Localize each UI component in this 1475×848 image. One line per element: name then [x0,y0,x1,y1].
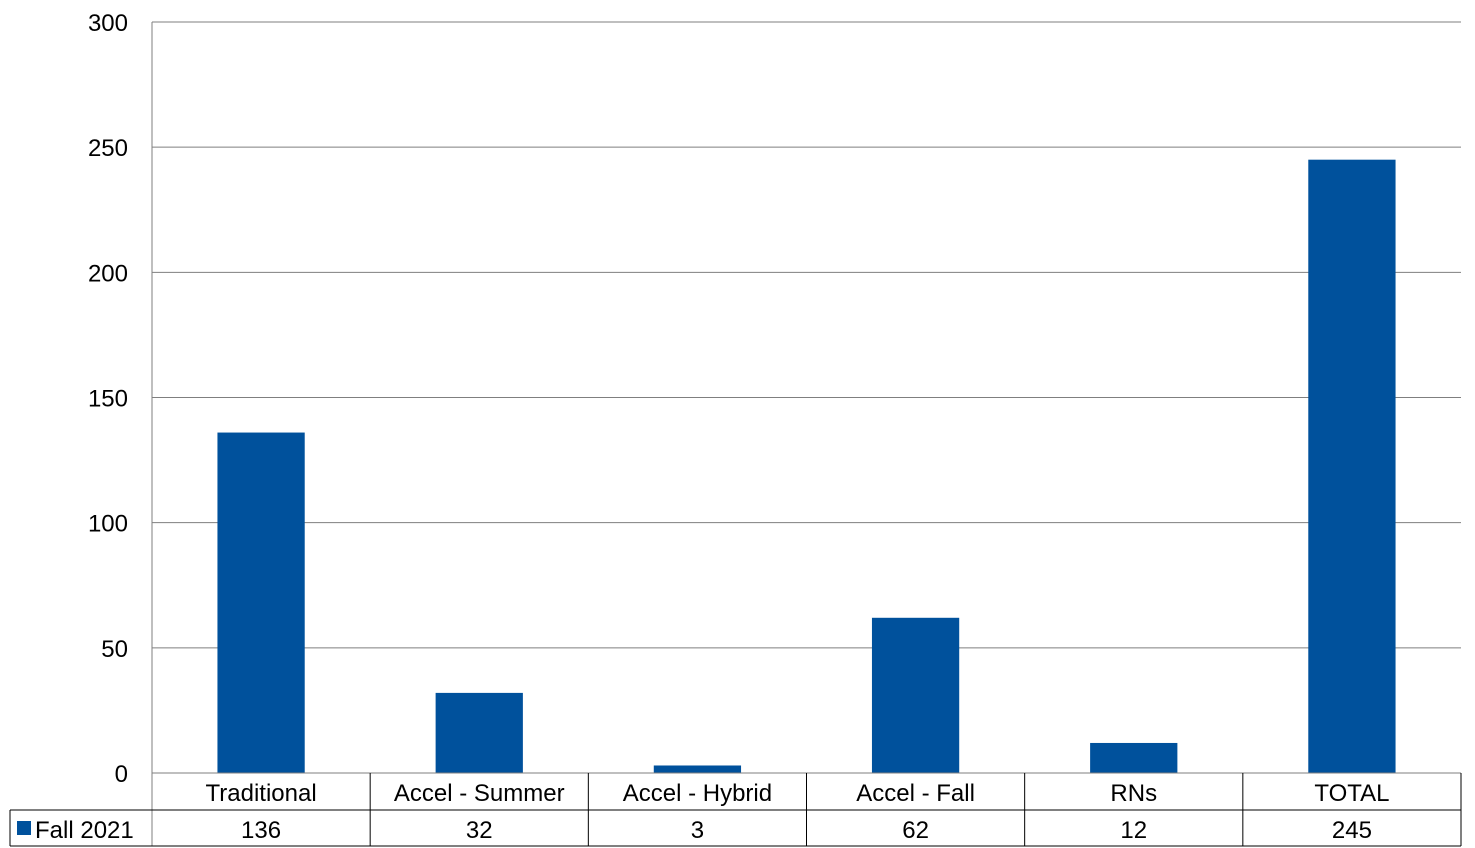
bar [217,432,305,773]
y-tick-label: 300 [88,10,128,37]
bars [217,159,1396,773]
data-table-value: 136 [241,817,281,844]
data-table-value: 32 [466,817,493,844]
y-tick-label: 0 [115,761,128,788]
x-category-label: Accel - Hybrid [623,780,772,807]
y-tick-label: 200 [88,260,128,287]
y-axis-tick-labels: 0 50 100 150 200 250 300 [88,10,128,788]
data-table: Traditional 136 Accel - Summer 32 Accel - Hy… [9,773,1462,847]
bar [653,765,742,773]
data-table-value: 62 [902,817,929,844]
x-category-label: Accel - Fall [856,780,975,807]
data-table-value: 3 [691,817,704,844]
bar [435,692,523,773]
bar [1090,742,1178,773]
data-table-value: 12 [1120,817,1147,844]
bar [1308,159,1396,773]
x-category-label: Accel - Summer [394,780,565,807]
bar [871,617,960,773]
y-tick-label: 50 [101,636,128,663]
x-category-label: Traditional [205,780,316,807]
x-category-label: TOTAL [1314,780,1389,807]
y-tick-label: 150 [88,386,128,413]
y-tick-label: 250 [88,135,128,162]
gridlines [152,21,1461,649]
axes [151,22,1461,846]
x-category-label: RNs [1110,780,1157,807]
legend-label: Fall 2021 [35,817,134,844]
legend-swatch [17,821,31,835]
data-table-value: 245 [1332,817,1372,844]
y-tick-label: 100 [88,511,128,538]
